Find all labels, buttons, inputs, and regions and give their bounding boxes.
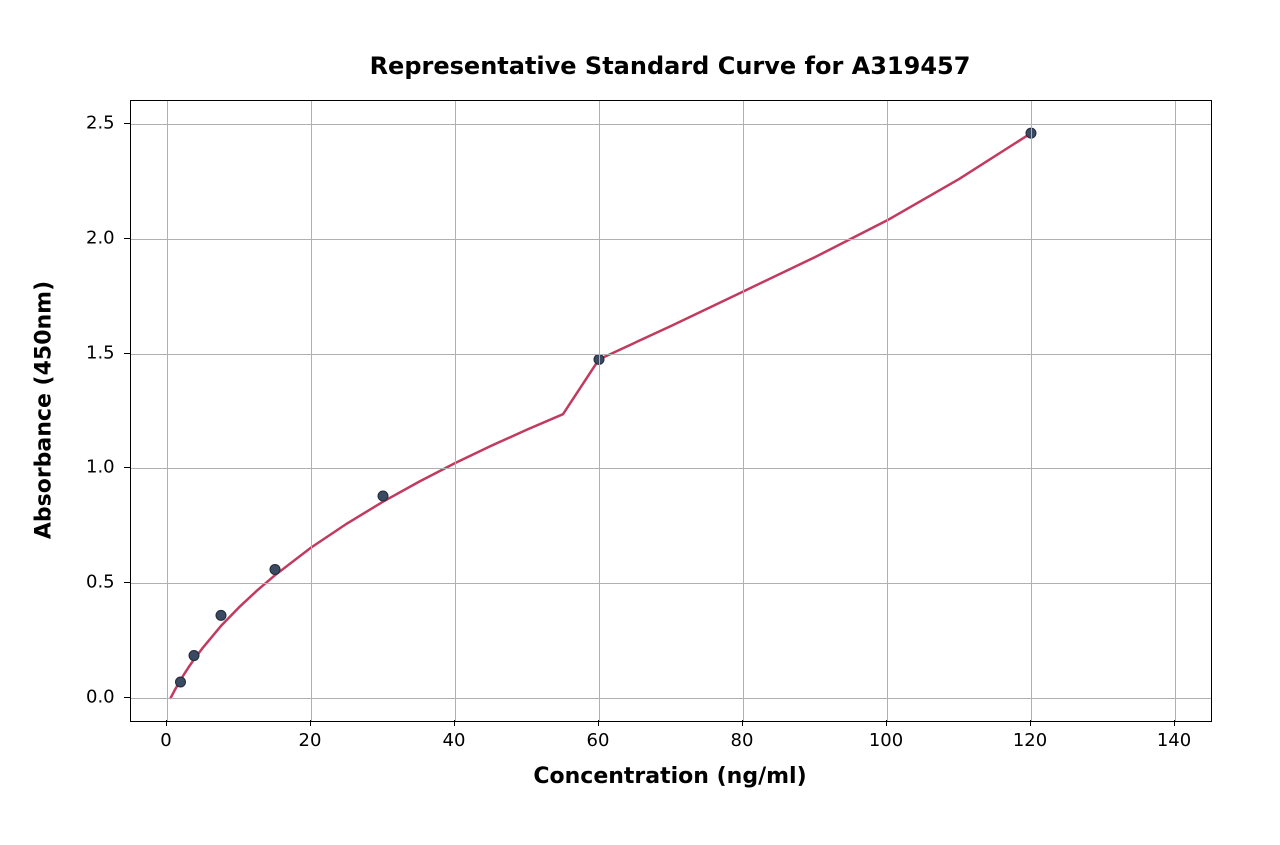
data-point: [189, 651, 199, 661]
y-tick: [124, 697, 130, 698]
x-tick-label: 140: [1157, 730, 1191, 751]
grid-line-vertical: [311, 101, 312, 721]
x-tick: [886, 720, 887, 726]
x-tick-label: 100: [869, 730, 903, 751]
grid-line-horizontal: [131, 468, 1211, 469]
grid-line-horizontal: [131, 698, 1211, 699]
grid-line-horizontal: [131, 239, 1211, 240]
grid-line-vertical: [599, 101, 600, 721]
data-point: [270, 564, 280, 574]
grid-line-vertical: [455, 101, 456, 721]
x-tick: [310, 720, 311, 726]
grid-line-horizontal: [131, 583, 1211, 584]
plot-svg: [131, 101, 1211, 721]
grid-line-horizontal: [131, 354, 1211, 355]
grid-line-vertical: [167, 101, 168, 721]
y-axis-label: Absorbance (450nm): [32, 281, 57, 539]
plot-area: [130, 100, 1212, 722]
y-tick-label: 1.5: [86, 342, 115, 363]
grid-line-horizontal: [131, 124, 1211, 125]
x-tick: [454, 720, 455, 726]
x-tick: [598, 720, 599, 726]
y-tick: [124, 582, 130, 583]
y-tick: [124, 238, 130, 239]
y-tick-label: 1.0: [86, 457, 115, 478]
y-tick: [124, 123, 130, 124]
x-tick-label: 120: [1013, 730, 1047, 751]
x-tick-label: 0: [160, 730, 171, 751]
y-tick-label: 0.0: [86, 687, 115, 708]
x-tick: [166, 720, 167, 726]
grid-line-vertical: [887, 101, 888, 721]
data-point: [378, 491, 388, 501]
y-tick: [124, 353, 130, 354]
y-tick-label: 2.5: [86, 112, 115, 133]
chart-figure: Representative Standard Curve for A31945…: [0, 0, 1280, 845]
x-tick-label: 80: [731, 730, 754, 751]
data-point: [216, 610, 226, 620]
x-tick: [742, 720, 743, 726]
x-tick-label: 60: [587, 730, 610, 751]
grid-line-vertical: [1031, 101, 1032, 721]
grid-line-vertical: [1175, 101, 1176, 721]
x-tick-label: 20: [299, 730, 322, 751]
y-tick-label: 0.5: [86, 572, 115, 593]
x-tick-label: 40: [443, 730, 466, 751]
x-tick: [1030, 720, 1031, 726]
chart-title: Representative Standard Curve for A31945…: [370, 52, 971, 80]
y-tick: [124, 467, 130, 468]
data-point: [176, 677, 186, 687]
x-axis-label: Concentration (ng/ml): [533, 764, 806, 789]
grid-line-vertical: [743, 101, 744, 721]
y-tick-label: 2.0: [86, 227, 115, 248]
fitted-curve: [171, 133, 1031, 698]
x-tick: [1174, 720, 1175, 726]
